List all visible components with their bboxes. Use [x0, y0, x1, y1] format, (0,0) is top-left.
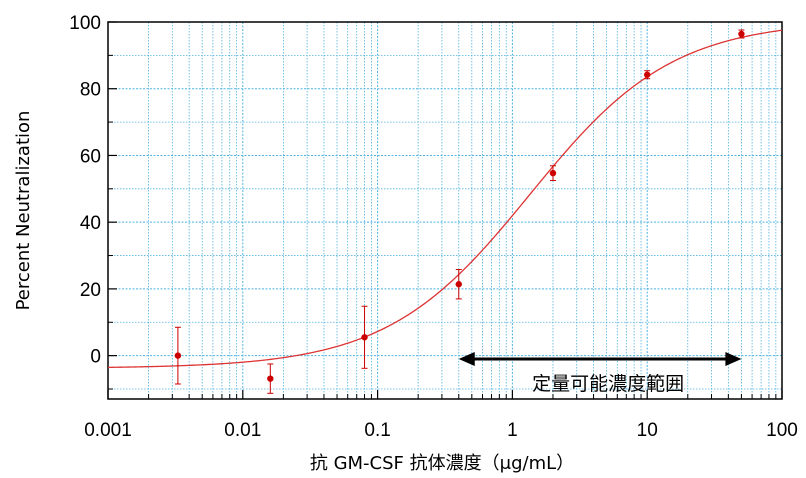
x-tick-label: 100 — [766, 420, 798, 441]
x-tick-label: 10 — [637, 420, 658, 441]
x-tick-label: 1 — [507, 420, 518, 441]
x-tick-label: 0.001 — [84, 420, 132, 441]
quantifiable-range-arrow — [458, 351, 742, 366]
data-point — [455, 281, 462, 288]
x-axis-ticks — [107, 390, 783, 399]
y-tick-label: 100 — [69, 13, 101, 34]
x-axis-title: 抗 GM-CSF 抗体濃度（μg/mL） — [310, 453, 574, 474]
major-gridlines — [107, 21, 783, 399]
x-tick-label: 0.01 — [224, 420, 261, 441]
y-tick-label: 80 — [80, 80, 101, 101]
y-axis-ticks — [108, 21, 117, 390]
y-tick-label: 40 — [80, 213, 101, 234]
data-point — [738, 30, 745, 38]
x-tick-labels: 0.001 0.01 0.1 1 10 100 — [84, 420, 798, 441]
plot-frame — [107, 21, 783, 400]
y-tick-label: 60 — [80, 146, 101, 167]
x-tick-label: 0.1 — [364, 420, 390, 441]
quantifiable-range-label: 定量可能濃度範囲 — [532, 373, 684, 395]
arrow-head-right — [725, 351, 742, 366]
y-tick-label: 20 — [80, 280, 101, 301]
data-point — [644, 71, 651, 78]
arrow-head-left — [458, 351, 475, 366]
minor-gridlines — [108, 22, 782, 399]
data-points — [174, 29, 745, 394]
y-tick-labels: 0 20 40 60 80 100 — [69, 13, 101, 368]
y-axis-title: Percent Neutralization — [13, 111, 34, 311]
data-point — [361, 334, 368, 341]
y-tick-label: 0 — [90, 347, 101, 368]
data-point — [267, 375, 274, 382]
data-point — [549, 169, 557, 177]
fit-curve — [107, 29, 783, 369]
data-point — [174, 352, 182, 359]
